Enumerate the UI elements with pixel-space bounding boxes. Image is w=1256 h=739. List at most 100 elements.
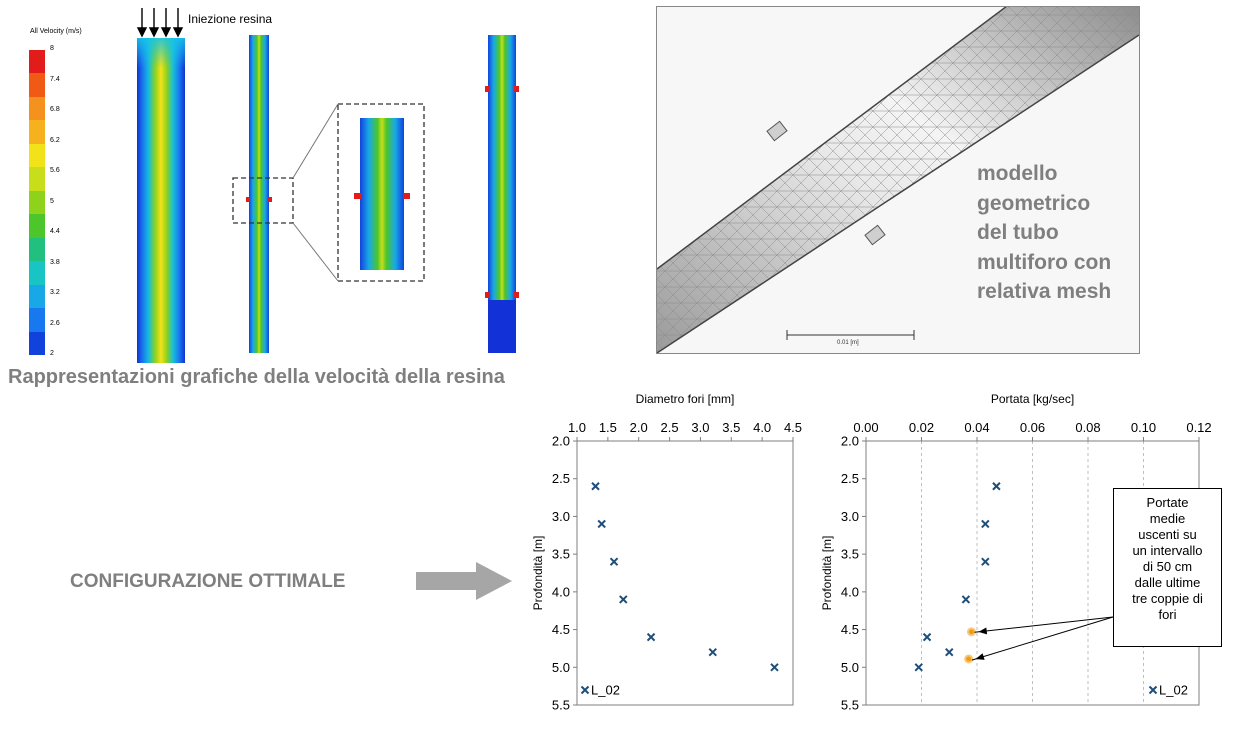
legend-tick-label: 2.6 — [50, 319, 60, 327]
x-tick-label: 0.12 — [1186, 420, 1211, 435]
legend-color-cell — [29, 308, 45, 333]
data-point — [591, 482, 600, 491]
y-tick-label: 3.5 — [841, 547, 859, 562]
y-tick-label: 3.0 — [552, 509, 570, 524]
data-point — [646, 632, 656, 642]
highlight-point — [968, 629, 974, 635]
legend-tick-label: 3.2 — [50, 289, 60, 296]
config-label: CONFIGURAZIONE OTTIMALE — [70, 571, 346, 592]
x-tick-label: 4.0 — [753, 420, 771, 435]
x-tick-label: 0.04 — [964, 420, 989, 435]
legend-tick-label: 5.6 — [50, 167, 60, 174]
y-tick-label: 2.0 — [841, 434, 859, 449]
legend-color-cell — [29, 96, 45, 121]
legend-color-cell — [29, 167, 45, 192]
legend-label: L_02 — [1159, 683, 1188, 698]
data-point — [597, 519, 606, 529]
callout-line: dalle ultime — [1134, 575, 1201, 590]
callout-line: uscenti su — [1138, 527, 1197, 542]
y-tick-label: 2.5 — [552, 471, 570, 486]
x-tick-label: 3.5 — [722, 420, 740, 435]
y-tick-label: 3.5 — [552, 547, 570, 562]
x-tick-label: 2.0 — [630, 420, 648, 435]
velocity-legend-colorbar — [29, 50, 45, 356]
y-tick-label: 3.0 — [841, 509, 859, 524]
legend-tick-label: 2 — [50, 350, 54, 357]
legend-color-cell — [29, 331, 45, 356]
legend-marker — [580, 685, 590, 695]
mesh-scale-label: 0.01 [m] — [837, 340, 859, 346]
data-point — [708, 647, 717, 657]
legend-color-cell — [29, 214, 45, 239]
legend-color-cell — [29, 261, 45, 286]
y-axis-title: Profondità [m] — [820, 536, 834, 611]
velocity-caption: Rappresentazioni grafiche della velocità… — [8, 366, 505, 388]
plot-area — [576, 440, 794, 706]
data-point — [914, 663, 923, 672]
legend-tick-label: 8 — [50, 45, 54, 52]
x-tick-label: 1.5 — [599, 420, 617, 435]
data-point — [609, 557, 619, 566]
legend-tick-label: 3.8 — [50, 258, 60, 266]
callout-line: di 50 cm — [1142, 559, 1193, 574]
x-tick-label: 0.10 — [1131, 420, 1156, 435]
callout-arrow-head — [978, 627, 988, 635]
x-tick-label: 3.0 — [691, 420, 709, 435]
mesh-panel: 0.01 [m] modello geometrico del tubo multif… — [656, 6, 1140, 354]
legend-color-cell — [29, 284, 45, 309]
x-axis-title: Diametro fori [mm] — [636, 392, 735, 406]
mesh-description-line: multiforo con — [977, 250, 1112, 274]
data-point — [981, 557, 990, 566]
data-point — [770, 663, 779, 672]
velocity-legend-ticks: 8 7.4 6.8 6.2 5.6 5 4.4 3.8 3.2 2.6 2 — [50, 45, 80, 357]
y-tick-label: 5.0 — [552, 660, 570, 675]
x-axis-title: Portata [kg/sec] — [991, 392, 1074, 406]
mesh-description-line: geometrico — [977, 191, 1091, 215]
legend-color-cell — [29, 120, 45, 145]
callout-line: un intervallo — [1132, 543, 1203, 558]
legend-color-cell — [29, 143, 45, 168]
legend-label: L_02 — [591, 683, 620, 698]
legend-tick-label: 7.4 — [50, 75, 60, 83]
y-tick-label: 5.5 — [841, 698, 859, 713]
callout-arrow-line — [974, 616, 1114, 633]
callout-line: Portate — [1146, 495, 1189, 510]
legend-tick-label: 5 — [50, 197, 54, 205]
highlight-point — [966, 656, 972, 662]
chart-portata: 0.00 0.02 0.04 0.06 0.08 0.10 0.12 2.0 2.5 3.0 3.5… — [820, 392, 1212, 713]
mesh-description: modello geometrico del tubo multiforo con re… — [977, 159, 1111, 307]
legend-color-cell — [29, 237, 45, 262]
legend-color-cell — [29, 190, 45, 215]
y-tick-label: 5.5 — [552, 698, 570, 713]
data-point — [981, 519, 990, 529]
mesh-description-line: del tubo — [977, 221, 1059, 244]
y-tick-label: 4.0 — [552, 584, 570, 599]
data-point — [992, 482, 1001, 491]
x-tick-label: 0.06 — [1020, 420, 1045, 435]
callout-box: Portate medie uscenti su un intervallo di 50… — [1113, 488, 1222, 647]
legend-tick-label: 6.2 — [50, 136, 60, 144]
callout-arrow-head — [975, 653, 985, 660]
x-tick-label: 4.5 — [784, 420, 802, 435]
legend-marker — [1148, 685, 1158, 695]
legend-color-cell — [29, 50, 45, 74]
callout-line: fori — [1158, 607, 1177, 622]
mesh-description-line: relativa mesh — [977, 280, 1112, 303]
y-tick-label: 4.0 — [841, 584, 859, 599]
callout-line: tre coppie di — [1132, 591, 1203, 606]
callout-arrow-line — [971, 616, 1114, 661]
x-tick-label: 0.08 — [1075, 420, 1100, 435]
velocity-legend-title: All Velocity (m/s) — [30, 28, 82, 35]
legend-tick-label: 4.4 — [50, 228, 60, 235]
y-tick-label: 2.0 — [552, 434, 570, 449]
injection-label: Iniezione resina — [188, 12, 273, 26]
data-point — [961, 595, 971, 604]
x-tick-label: 0.00 — [853, 420, 878, 435]
data-point — [619, 595, 628, 604]
chart-diametro-fori: 1.0 1.5 2.0 2.5 3.0 3.5 4.0 4.5 2.0 2.5 3.0 3.5 4.0 4… — [531, 392, 802, 713]
mesh-tube-drawing — [657, 7, 1139, 353]
x-tick-label: 2.5 — [661, 420, 679, 435]
data-point — [945, 647, 954, 657]
y-tick-label: 4.5 — [552, 622, 570, 637]
mesh-description-line: modello — [977, 162, 1058, 185]
